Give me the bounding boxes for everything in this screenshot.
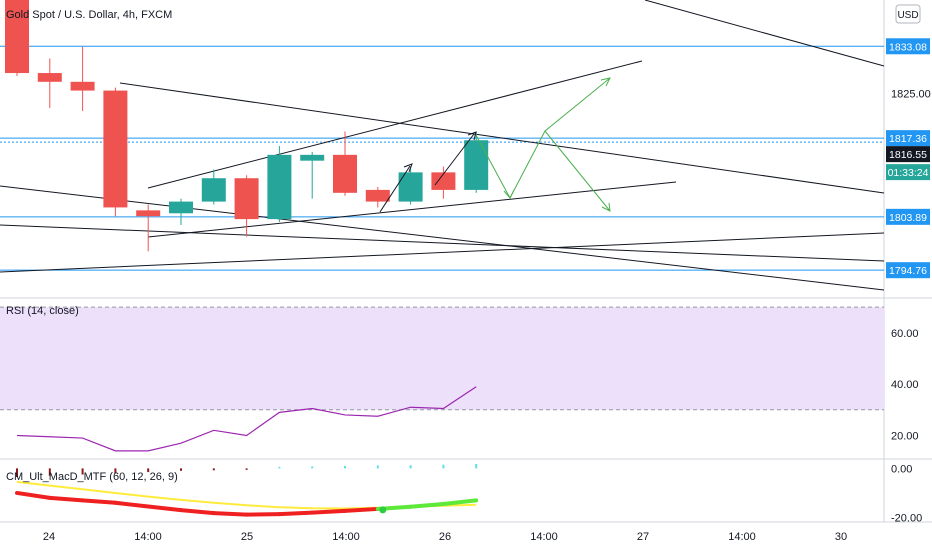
candle-5[interactable] — [136, 205, 160, 252]
candle-body — [333, 155, 357, 193]
candle-body — [103, 91, 127, 208]
macd-line-segment — [17, 493, 50, 498]
macd-histogram-bar — [213, 468, 215, 470]
macd-histogram-bar — [410, 465, 412, 468]
time-axis-tick: 30 — [835, 531, 847, 543]
time-axis-tick: 26 — [439, 531, 451, 543]
candle-11[interactable] — [333, 131, 357, 195]
time-axis-tick: 14:00 — [728, 531, 756, 543]
macd-histogram-bar — [246, 468, 248, 469]
macd-line-segment — [115, 503, 148, 507]
macd-line-segment — [181, 510, 214, 513]
rsi-axis-tick: 60.00 — [891, 328, 919, 340]
macd-line-segment — [214, 513, 247, 514]
ascending-trend-line-long[interactable] — [0, 233, 884, 272]
candle-body — [136, 210, 160, 216]
candle-body — [169, 202, 193, 214]
level-tag-text: 1803.89 — [889, 212, 927, 224]
candle-4[interactable] — [103, 88, 127, 217]
current-price-tag-text: 1816.55 — [889, 149, 927, 161]
macd-axis-tick: -20.00 — [891, 513, 922, 525]
rsi-axis-tick: 20.00 — [891, 430, 919, 442]
descending-trend-line-top[interactable] — [645, 0, 884, 66]
horizontal-levels — [0, 46, 884, 270]
time-axis-tick: 14:00 — [134, 531, 162, 543]
macd-histogram-bar — [311, 466, 313, 468]
candle-13[interactable] — [399, 167, 423, 205]
time-axis-tick: 14:00 — [530, 531, 558, 543]
candle-body — [38, 73, 62, 82]
macd-histogram-bar — [377, 465, 379, 468]
macd-histogram-bar — [475, 464, 477, 468]
macd-line-segment — [443, 500, 476, 504]
symbol-title: Gold Spot / U.S. Dollar, 4h, FXCM — [6, 9, 172, 21]
projection-bear-path — [545, 131, 610, 211]
macd-histogram-bar — [442, 465, 444, 469]
candle-9[interactable] — [267, 146, 291, 222]
macd-title: CM_Ult_MacD_MTF (60, 12, 26, 9) — [6, 471, 178, 483]
candle-3[interactable] — [71, 47, 95, 111]
rsi-title: RSI (14, close) — [6, 305, 79, 317]
candle-10[interactable] — [300, 152, 324, 199]
level-tag-text: 1833.08 — [889, 41, 927, 53]
rising-channel-top[interactable] — [148, 61, 642, 188]
candle-body — [399, 172, 423, 201]
macd-cross-dot — [379, 506, 386, 513]
macd-line-segment — [411, 504, 444, 507]
time-axis-tick: 27 — [637, 531, 649, 543]
macd-histogram-bar — [180, 468, 182, 470]
macd-histogram-bar — [278, 467, 280, 468]
macd-line-segment — [148, 506, 181, 510]
time-axis-tick: 24 — [43, 531, 55, 543]
descending-trend-line-lower[interactable] — [0, 186, 884, 290]
candle-15[interactable] — [464, 131, 488, 192]
candle-body — [235, 178, 259, 219]
candle-body — [366, 190, 390, 202]
macd-axis-tick: 0.00 — [891, 463, 912, 475]
macd-histogram-bar — [344, 466, 346, 468]
currency-button-label: USD — [897, 10, 918, 21]
trend-lines[interactable] — [0, 0, 884, 290]
path-arrows — [380, 132, 476, 212]
candle-2[interactable] — [38, 58, 62, 108]
candle-12[interactable] — [366, 187, 390, 207]
level-tag-text: 1817.36 — [889, 133, 927, 145]
time-axis-tick: 14:00 — [332, 531, 360, 543]
level-tag-text: 1794.76 — [889, 265, 927, 277]
candle-body — [464, 140, 488, 190]
rsi-band — [0, 307, 884, 410]
macd-line-segment — [50, 498, 83, 500]
time-axis[interactable]: 24 14:00 25 14:00 26 14:00 27 14:00 30 — [43, 531, 847, 543]
candle-body — [267, 155, 291, 219]
price-axis-tick: 1825.00 — [891, 88, 931, 100]
candle-body — [300, 155, 324, 161]
macd-line-segment — [279, 513, 312, 514]
candle-14[interactable] — [431, 167, 455, 199]
rsi-axis-tick: 40.00 — [891, 379, 919, 391]
price-tags: 1833.08 1817.36 1803.89 1794.76 1816.55 01:33… — [886, 38, 930, 278]
macd-line-segment — [312, 511, 345, 513]
candle-6[interactable] — [169, 199, 193, 225]
candle-body — [431, 172, 455, 190]
countdown-tag-text: 01:33:24 — [888, 167, 929, 179]
projection-dip-arrowhead — [504, 190, 514, 198]
descending-trend-line-support[interactable] — [0, 225, 884, 261]
macd-line-segment — [83, 500, 116, 502]
candle-body — [71, 82, 95, 91]
time-axis-tick: 25 — [241, 531, 253, 543]
macd-line-segment — [345, 509, 378, 511]
macd-signal-line — [17, 482, 476, 509]
candle-body — [202, 178, 226, 201]
candle-7[interactable] — [202, 169, 226, 204]
